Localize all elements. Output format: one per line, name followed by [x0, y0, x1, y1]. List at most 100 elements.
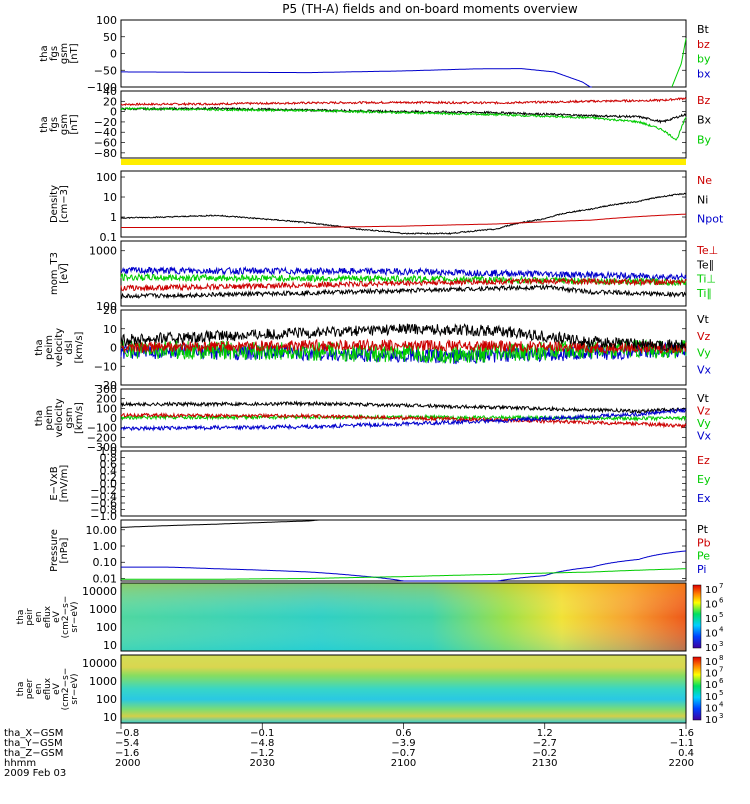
y-axis-label: [eV]	[59, 263, 70, 284]
legend-label: Vx	[697, 363, 712, 376]
x-tick-value: −1.6	[115, 748, 139, 759]
y-tick-label: 40	[103, 85, 117, 98]
y-tick-label: 0.8	[100, 452, 118, 465]
series-Te⊥	[120, 265, 687, 282]
x-tick-value: 1.2	[537, 728, 553, 739]
x-tick-value: −5.4	[115, 738, 139, 749]
x-tick-value: 2030	[250, 758, 275, 769]
colorbar-tick-exponent: 5	[719, 611, 723, 619]
y-axis-label: mom_T3	[49, 252, 60, 295]
x-tick-value: −0.8	[115, 728, 139, 739]
y-tick-label: 100	[96, 171, 117, 184]
legend-label: Ti⊥	[696, 273, 716, 286]
legend-label: Vt	[697, 392, 710, 405]
y-tick-label: 1000	[89, 245, 117, 258]
y-axis-label: fgs	[49, 46, 60, 61]
y-tick-label: 10000	[82, 585, 117, 598]
x-tick-value: 0.6	[396, 728, 412, 739]
y-axis-label: sr−eV)	[70, 673, 80, 704]
colorbar-tick-exponent: 7	[719, 582, 723, 590]
legend-label: Vy	[697, 417, 711, 430]
y-axis-label: eV	[52, 610, 62, 623]
y-axis-label: (cm2−s−	[61, 596, 71, 639]
y-tick-label: −300	[87, 441, 117, 454]
y-tick-label: −60	[94, 137, 117, 150]
legend-label: Bz	[697, 94, 711, 107]
legend-label: Vz	[697, 330, 711, 343]
legend-label: By	[697, 133, 712, 146]
panel-3: 100 10 1 0.1 Density [cm−3] Ne Ni Npot	[49, 170, 724, 244]
spectrogram-axes-2: 10000 1000 100 10 tha peer en eflux eV (cm2−s− sr−…	[16, 654, 724, 726]
legend-label: Pt	[697, 523, 709, 536]
x-tick-value: −0.7	[391, 748, 415, 759]
x-tick-value: −1.1	[670, 738, 694, 749]
colorbar-tick-label: 10	[705, 585, 718, 596]
y-tick-label: 20	[103, 304, 117, 317]
y-tick-label: −20	[94, 379, 117, 392]
legend-label: bz	[697, 38, 710, 51]
y-axis-label: peir	[25, 608, 35, 626]
spectrogram-axes-1: 10000 1000 100 10 tha peir en eflux eV (cm2−s− sr−…	[16, 582, 724, 654]
legend-label: Vy	[697, 347, 711, 360]
legend-label: Bx	[697, 114, 712, 127]
colorbar-tick-exponent: 8	[719, 654, 723, 662]
x-tick-value: 2000	[115, 758, 140, 769]
y-axis-label: gsm	[59, 114, 70, 135]
y-tick-label: −10	[94, 360, 117, 373]
ion-colorbar	[692, 584, 702, 649]
colorbar-tick-exponent: 3	[719, 640, 723, 648]
y-axis-label: [km/s]	[74, 331, 85, 363]
x-tick-value: 2100	[391, 758, 416, 769]
y-tick-label: 1.00	[93, 540, 118, 553]
colorbar-tick-exponent: 6	[719, 597, 724, 605]
colorbar-tick-exponent: 4	[719, 626, 724, 634]
series-Pi	[121, 550, 687, 582]
panel-frame	[120, 450, 687, 517]
x-tick-value: −1.2	[250, 748, 274, 759]
y-axis-label: tha	[39, 45, 50, 61]
y-tick-label: 20	[103, 95, 117, 108]
legend-label: Pi	[697, 563, 706, 576]
colorbar-tick-exponent: 5	[719, 689, 723, 697]
panel-frame	[120, 90, 687, 159]
y-tick-label: 100	[96, 621, 117, 634]
series-Ni	[120, 192, 687, 235]
y-axis-label: dsl	[64, 340, 75, 354]
colorbar-tick-exponent: 7	[719, 666, 723, 674]
y-tick-label: 50	[103, 31, 117, 44]
y-tick-label: 100	[96, 14, 117, 27]
colorbar-tick-label: 10	[705, 657, 718, 668]
electron-energy-spectrogram	[120, 654, 702, 724]
chart-title: P5 (TH-A) fields and on-board moments ov…	[282, 2, 578, 16]
y-axis-label: fgs	[49, 117, 60, 132]
y-tick-label: 0.4	[100, 465, 118, 478]
y-tick-label: 0	[110, 106, 117, 119]
y-axis-label: peim	[44, 335, 55, 360]
y-axis-label: [cm−3]	[59, 185, 70, 223]
y-tick-label: 1	[110, 211, 117, 224]
panel-5: 20 10 0 −10 −20 tha peim velocity dsl [km/s] Vt Vz V…	[34, 304, 712, 392]
y-tick-label: 0	[110, 48, 117, 61]
series-Vt	[120, 400, 687, 415]
ion-energy-spectrogram	[120, 582, 702, 652]
y-axis-label: [mV/m]	[59, 465, 70, 503]
series-Vx	[120, 407, 687, 432]
y-tick-label: 0.2	[100, 471, 118, 484]
y-axis-label: velocity	[54, 398, 65, 437]
y-tick-label: 0.10	[93, 556, 118, 569]
y-axis-label: [km/s]	[74, 402, 85, 434]
colorbar-tick-exponent: 3	[719, 712, 723, 720]
colorbar-tick-label: 10	[705, 703, 718, 714]
legend-label: Vx	[697, 430, 712, 443]
y-axis-label: eflux	[43, 605, 53, 628]
legend-label: Npot	[697, 213, 724, 226]
y-tick-label: 0	[110, 342, 117, 355]
legend-label: Te⊥	[696, 244, 718, 257]
series-Pt	[121, 519, 319, 528]
series-Bx	[120, 106, 687, 124]
y-tick-label: 1.0	[100, 445, 118, 458]
legend-label: Ne	[697, 174, 712, 187]
